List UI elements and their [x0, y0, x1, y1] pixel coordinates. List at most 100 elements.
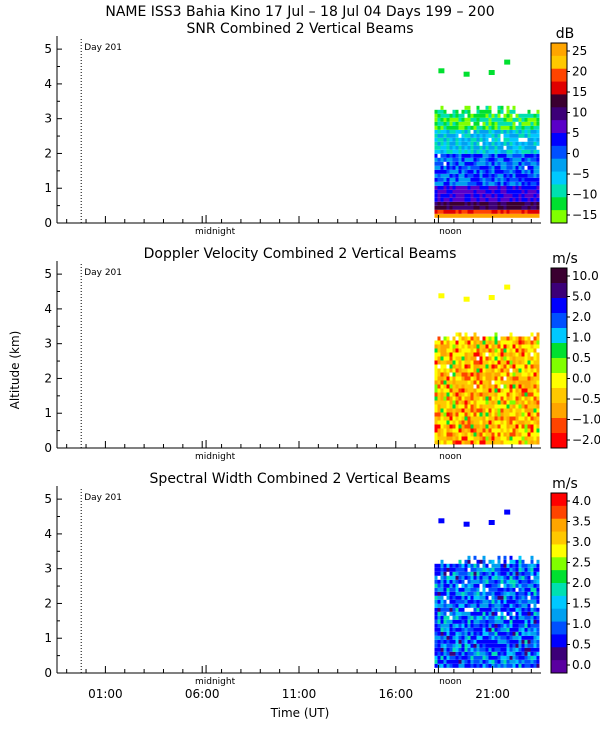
- heatmap-cell: [533, 631, 537, 636]
- heatmap-cell: [461, 209, 465, 214]
- heatmap-cell: [488, 408, 492, 413]
- heatmap-cell: [521, 428, 525, 433]
- heatmap-cell: [467, 659, 471, 664]
- colorbar-swatch: [551, 660, 567, 674]
- heatmap-cell: [500, 185, 504, 190]
- heatmap-cell: [461, 639, 465, 644]
- heatmap-cell: [533, 117, 537, 122]
- heatmap-cell: [485, 165, 489, 170]
- heatmap-cell: [467, 416, 471, 421]
- heatmap-cell: [515, 559, 519, 564]
- heatmap-cell: [482, 336, 486, 341]
- colorbar-swatch: [551, 120, 567, 134]
- heatmap-cell: [518, 599, 522, 604]
- heatmap-cell: [503, 619, 507, 624]
- heatmap-cell: [479, 117, 483, 122]
- y-tick-label: 3: [44, 562, 52, 576]
- heatmap-cell: [476, 579, 480, 584]
- heatmap-cell: [479, 559, 483, 564]
- heatmap-cell: [500, 663, 504, 668]
- heatmap-cell: [461, 412, 465, 417]
- heatmap-cell: [503, 121, 507, 126]
- colorbar-swatch: [551, 595, 567, 610]
- heatmap-cell: [488, 520, 495, 525]
- heatmap-cell: [437, 440, 441, 445]
- heatmap-cell: [476, 595, 480, 600]
- heatmap-cell: [461, 213, 465, 218]
- heatmap-cell: [443, 153, 447, 158]
- heatmap-cell: [467, 109, 471, 114]
- heatmap-cell: [434, 647, 438, 652]
- heatmap-cell: [446, 392, 450, 397]
- heatmap-cell: [491, 623, 495, 628]
- heatmap-cell: [509, 376, 513, 381]
- heatmap-cell: [521, 412, 525, 417]
- heatmap-cell: [506, 663, 510, 668]
- heatmap-cell: [476, 416, 480, 421]
- heatmap-cell: [497, 440, 501, 445]
- heatmap-cell: [443, 213, 447, 218]
- heatmap-cell: [473, 647, 477, 652]
- heatmap-cell: [506, 599, 510, 604]
- heatmap-cell: [467, 404, 471, 409]
- heatmap-cell: [449, 121, 453, 126]
- heatmap-cell: [524, 197, 528, 202]
- heatmap-cell: [512, 408, 516, 413]
- heatmap-cell: [512, 344, 516, 349]
- heatmap-cell: [437, 635, 441, 640]
- heatmap-cell: [434, 181, 438, 186]
- heatmap-cell: [509, 655, 513, 660]
- heatmap-cell: [443, 340, 447, 345]
- heatmap-cell: [521, 157, 525, 162]
- heatmap-cell: [482, 356, 486, 361]
- heatmap-cell: [458, 396, 462, 401]
- heatmap-cell: [512, 571, 516, 576]
- heatmap-cell: [491, 619, 495, 624]
- heatmap-cell: [455, 412, 459, 417]
- colorbar-tick-label: 20: [572, 65, 587, 79]
- heatmap-cell: [491, 344, 495, 349]
- heatmap-cell: [506, 651, 510, 656]
- heatmap-cell: [467, 575, 471, 580]
- heatmap-cell: [494, 579, 498, 584]
- heatmap-cell: [443, 611, 447, 616]
- colorbar-swatch: [551, 171, 567, 185]
- heatmap-cell: [533, 360, 537, 365]
- heatmap-cell: [500, 416, 504, 421]
- heatmap-cell: [515, 563, 519, 568]
- colorbar-swatch: [551, 210, 567, 224]
- heatmap-cell: [536, 185, 540, 190]
- heatmap-cell: [488, 352, 492, 357]
- heatmap-cell: [458, 587, 462, 592]
- heatmap-cell: [488, 295, 495, 300]
- heatmap-cell: [521, 663, 525, 668]
- heatmap-cell: [464, 368, 468, 373]
- heatmap-cell: [521, 197, 525, 202]
- heatmap-cell: [461, 372, 465, 377]
- heatmap-cell: [470, 627, 474, 632]
- heatmap-cell: [515, 133, 519, 138]
- heatmap-cell: [500, 197, 504, 202]
- heatmap-cell: [476, 352, 480, 357]
- heatmap-cell: [476, 408, 480, 413]
- heatmap-cell: [437, 599, 441, 604]
- heatmap-cell: [536, 436, 540, 441]
- heatmap-cell: [527, 420, 531, 425]
- heatmap-cell: [509, 647, 513, 652]
- heatmap-cell: [518, 392, 522, 397]
- heatmap-cell: [464, 141, 468, 146]
- heatmap-cell: [467, 587, 471, 592]
- heatmap-cell: [503, 368, 507, 373]
- heatmap-cell: [533, 575, 537, 580]
- heatmap-cell: [479, 169, 483, 174]
- heatmap-cell: [500, 440, 504, 445]
- heatmap-cell: [536, 129, 540, 134]
- heatmap-cell: [518, 197, 522, 202]
- heatmap-cell: [497, 424, 501, 429]
- heatmap-cell: [509, 129, 513, 134]
- heatmap-cell: [482, 400, 486, 405]
- heatmap-cell: [461, 416, 465, 421]
- heatmap-cell: [536, 340, 540, 345]
- heatmap-cell: [494, 189, 498, 194]
- heatmap-cell: [509, 348, 513, 353]
